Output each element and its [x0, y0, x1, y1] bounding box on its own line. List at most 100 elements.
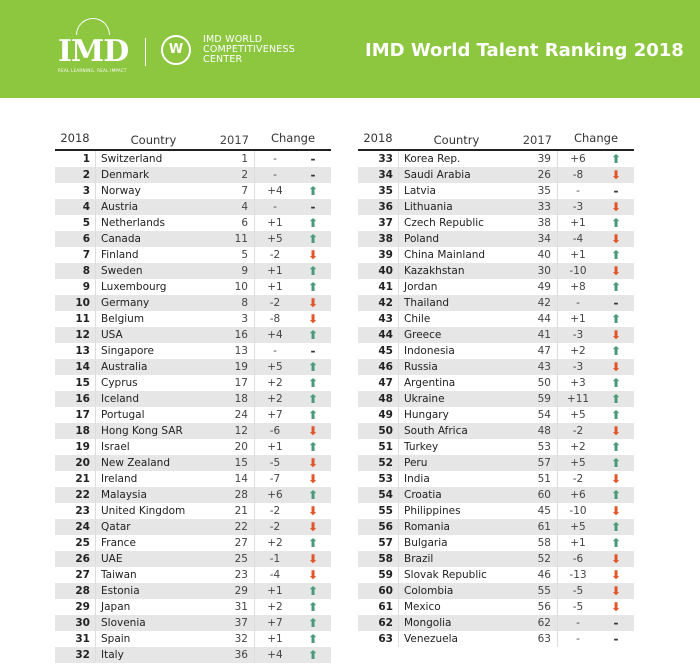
arrow-up-icon: ⬆ — [610, 408, 622, 422]
arrow-down-icon: ⬇ — [610, 424, 622, 438]
header-country: Country — [130, 133, 177, 147]
rank-2017: 60 — [510, 487, 558, 503]
rank-2018: 41 — [378, 281, 393, 293]
country-name: Ukraine — [398, 391, 510, 407]
no-change-icon: - — [310, 152, 316, 166]
change-value: - — [273, 345, 277, 357]
arrow-up-icon: ⬆ — [307, 488, 319, 502]
rank-2018: 47 — [378, 377, 393, 389]
table-row: 38 Poland 34 -4 ⬇ — [358, 231, 634, 247]
rank-2018: 32 — [75, 649, 90, 661]
rank-2018: 31 — [75, 633, 90, 645]
change-value: +1 — [570, 249, 586, 261]
arrow-up-icon: ⬆ — [610, 488, 622, 502]
country-name: Australia — [95, 359, 207, 375]
country-name: Korea Rep. — [398, 151, 510, 167]
no-change-icon: - — [310, 200, 316, 214]
rank-2018: 49 — [378, 409, 393, 421]
country-name: Brazil — [398, 551, 510, 567]
wcc-name: IMD WORLD COMPETITIVENESS CENTER — [203, 35, 295, 65]
no-change-icon: - — [613, 296, 619, 310]
no-change-icon: - — [613, 616, 619, 630]
table-row: 28 Estonia 29 +1 ⬆ — [55, 583, 331, 599]
table-row: 59 Slovak Republic 46 -13 ⬇ — [358, 567, 634, 583]
rank-2018: 22 — [75, 489, 90, 501]
country-name: Spain — [95, 631, 207, 647]
table-row: 7 Finland 5 -2 ⬇ — [55, 247, 331, 263]
table-row: 41 Jordan 49 +8 ⬆ — [358, 279, 634, 295]
rank-2017: 21 — [207, 503, 255, 519]
table-row: 18 Hong Kong SAR 12 -6 ⬇ — [55, 423, 331, 439]
change-value: -10 — [569, 265, 587, 277]
change-value: -5 — [572, 585, 584, 597]
table-row: 4 Austria 4 - - — [55, 199, 331, 215]
table-row: 3 Norway 7 +4 ⬆ — [55, 183, 331, 199]
rank-2017: 62 — [510, 615, 558, 631]
rank-2017: 26 — [510, 167, 558, 183]
rank-2018: 4 — [82, 201, 90, 213]
rank-2017: 30 — [510, 263, 558, 279]
change-value: +5 — [570, 457, 586, 469]
table-row: 11 Belgium 3 -8 ⬇ — [55, 311, 331, 327]
change-value: - — [273, 153, 277, 165]
wcc-name-line: IMD WORLD — [203, 34, 263, 45]
header-2018: 2018 — [60, 131, 90, 145]
country-name: Belgium — [95, 311, 207, 327]
arrow-up-icon: ⬆ — [307, 216, 319, 230]
arrow-up-icon: ⬆ — [610, 536, 622, 550]
rank-2018: 25 — [75, 537, 90, 549]
header-2017: 2017 — [522, 133, 552, 147]
rank-2018: 46 — [378, 361, 393, 373]
rank-2017: 57 — [510, 455, 558, 471]
table-row: 13 Singapore 13 - - — [55, 343, 331, 359]
rank-2017: 24 — [207, 407, 255, 423]
country-name: Argentina — [398, 375, 510, 391]
country-name: Luxembourg — [95, 279, 207, 295]
table-row: 62 Mongolia 62 - - — [358, 615, 634, 631]
change-value: +6 — [570, 489, 586, 501]
arrow-up-icon: ⬆ — [307, 584, 319, 598]
arrow-down-icon: ⬇ — [610, 328, 622, 342]
arrow-up-icon: ⬆ — [610, 456, 622, 470]
country-name: New Zealand — [95, 455, 207, 471]
country-name: Turkey — [398, 439, 510, 455]
arrow-up-icon: ⬆ — [307, 184, 319, 198]
country-name: Croatia — [398, 487, 510, 503]
rank-2017: 13 — [207, 343, 255, 359]
change-value: +2 — [570, 441, 586, 453]
rank-2018: 38 — [378, 233, 393, 245]
table-row: 58 Brazil 52 -6 ⬇ — [358, 551, 634, 567]
table-row: 46 Russia 43 -3 ⬇ — [358, 359, 634, 375]
table-row: 36 Lithuania 33 -3 ⬇ — [358, 199, 634, 215]
arrow-down-icon: ⬇ — [610, 264, 622, 278]
table-row: 30 Slovenia 37 +7 ⬆ — [55, 615, 331, 631]
country-name: Chile — [398, 311, 510, 327]
change-value: -5 — [572, 601, 584, 613]
rank-2018: 29 — [75, 601, 90, 613]
header-2017: 2017 — [219, 133, 249, 147]
change-value: +6 — [267, 489, 283, 501]
country-name: Slovenia — [95, 615, 207, 631]
table-row: 16 Iceland 18 +2 ⬆ — [55, 391, 331, 407]
arrow-up-icon: ⬆ — [307, 376, 319, 390]
imd-logo-fan-icon — [76, 18, 110, 35]
rank-2017: 51 — [510, 471, 558, 487]
rank-2017: 40 — [510, 247, 558, 263]
table-row: 34 Saudi Arabia 26 -8 ⬇ — [358, 167, 634, 183]
rank-2017: 31 — [207, 599, 255, 615]
rank-2017: 4 — [207, 199, 255, 215]
rank-2018: 50 — [378, 425, 393, 437]
change-value: +4 — [267, 329, 283, 341]
rank-2018: 56 — [378, 521, 393, 533]
table-row: 2 Denmark 2 - - — [55, 167, 331, 183]
rank-2018: 10 — [75, 297, 90, 309]
rank-2018: 35 — [378, 185, 393, 197]
rank-2018: 28 — [75, 585, 90, 597]
page-title: IMD World Talent Ranking 2018 — [365, 40, 684, 61]
rank-2017: 37 — [207, 615, 255, 631]
country-name: Romania — [398, 519, 510, 535]
change-value: +2 — [267, 537, 283, 549]
rank-2018: 14 — [75, 361, 90, 373]
rank-2017: 8 — [207, 295, 255, 311]
arrow-up-icon: ⬆ — [307, 536, 319, 550]
